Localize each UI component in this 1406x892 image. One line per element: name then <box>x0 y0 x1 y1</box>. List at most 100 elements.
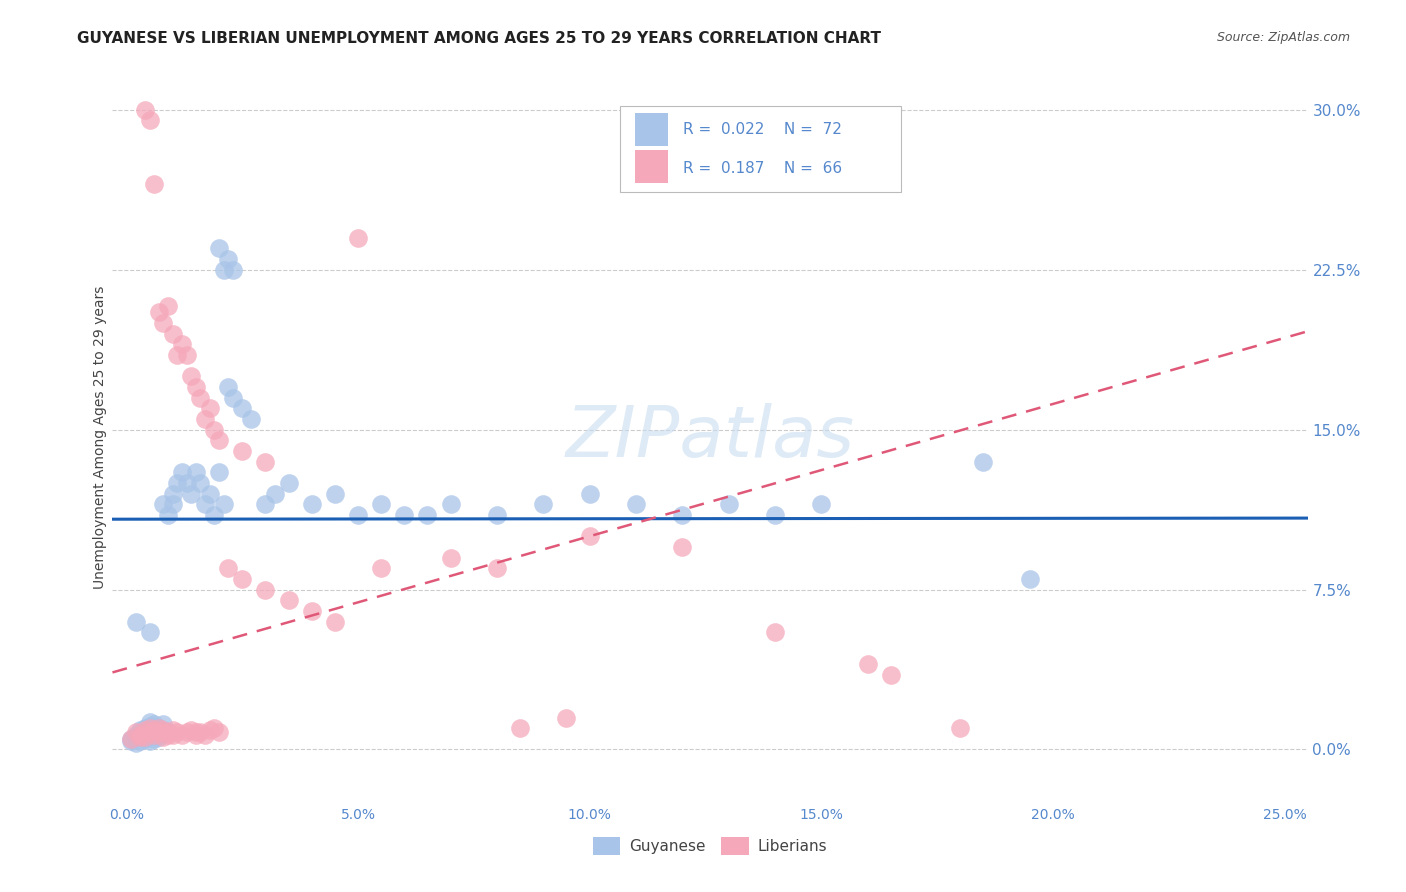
Point <box>129 723 152 738</box>
Point <box>254 454 277 468</box>
Point <box>180 486 202 500</box>
Point <box>138 730 160 744</box>
Point <box>202 721 225 735</box>
FancyBboxPatch shape <box>634 113 668 146</box>
Point <box>162 727 184 741</box>
Point <box>134 725 156 739</box>
Point <box>856 657 879 672</box>
Point <box>198 401 221 416</box>
Point <box>347 230 370 244</box>
Point <box>157 508 180 522</box>
Point <box>231 401 253 416</box>
Point <box>166 475 188 490</box>
Text: ZIPatlas: ZIPatlas <box>565 402 855 472</box>
Point <box>157 299 180 313</box>
Point <box>240 412 263 426</box>
Point <box>485 561 508 575</box>
Point <box>370 497 392 511</box>
Point <box>184 465 207 479</box>
Point <box>176 475 198 490</box>
Point <box>222 262 245 277</box>
Point <box>440 497 463 511</box>
Point <box>170 337 193 351</box>
Point <box>231 572 253 586</box>
Point <box>671 508 693 522</box>
Point <box>129 730 152 744</box>
Point <box>148 721 170 735</box>
Point <box>254 497 277 511</box>
Point <box>208 725 231 739</box>
Point <box>124 725 146 739</box>
Point <box>143 731 166 746</box>
Point <box>143 725 166 739</box>
Point <box>624 497 647 511</box>
Point <box>170 727 193 741</box>
Point <box>134 723 156 738</box>
FancyBboxPatch shape <box>620 106 901 192</box>
Point <box>190 725 212 739</box>
Point <box>763 625 786 640</box>
Point <box>208 434 231 448</box>
Point <box>198 486 221 500</box>
Point <box>124 730 146 744</box>
Point <box>578 486 600 500</box>
Point <box>120 734 142 748</box>
Point <box>162 497 184 511</box>
Point <box>138 734 160 748</box>
Point <box>120 731 142 746</box>
Point <box>166 348 188 362</box>
Point <box>208 241 231 255</box>
Point <box>509 721 531 735</box>
Point <box>277 475 299 490</box>
Point <box>263 486 285 500</box>
Point <box>578 529 600 543</box>
Point <box>152 497 174 511</box>
Point <box>124 615 146 629</box>
Point <box>134 730 156 744</box>
Point <box>231 444 253 458</box>
Point <box>124 736 146 750</box>
Point <box>143 727 166 741</box>
Point <box>129 725 152 739</box>
Point <box>222 391 245 405</box>
Y-axis label: Unemployment Among Ages 25 to 29 years: Unemployment Among Ages 25 to 29 years <box>93 285 107 589</box>
Point <box>717 497 740 511</box>
Point <box>347 508 370 522</box>
Text: GUYANESE VS LIBERIAN UNEMPLOYMENT AMONG AGES 25 TO 29 YEARS CORRELATION CHART: GUYANESE VS LIBERIAN UNEMPLOYMENT AMONG … <box>77 31 882 46</box>
Point <box>138 714 160 729</box>
Point <box>190 391 212 405</box>
Point <box>138 721 160 735</box>
Legend: Guyanese, Liberians: Guyanese, Liberians <box>586 831 834 861</box>
Point <box>120 731 142 746</box>
Point <box>148 721 170 735</box>
Point <box>202 423 225 437</box>
Point <box>184 725 207 739</box>
Point <box>152 723 174 738</box>
Point <box>323 615 346 629</box>
Point <box>152 730 174 744</box>
Point <box>143 723 166 738</box>
Point <box>134 721 156 735</box>
Point <box>301 497 323 511</box>
Point <box>440 550 463 565</box>
Point <box>157 725 180 739</box>
Point <box>212 497 235 511</box>
Point <box>134 103 156 117</box>
Point <box>184 727 207 741</box>
Point <box>194 497 217 511</box>
Point <box>370 561 392 575</box>
Point <box>531 497 554 511</box>
FancyBboxPatch shape <box>634 151 668 183</box>
Point <box>972 454 994 468</box>
Point <box>879 668 901 682</box>
Point <box>180 723 202 738</box>
Point <box>148 725 170 739</box>
Text: R =  0.022    N =  72: R = 0.022 N = 72 <box>682 122 841 137</box>
Point <box>124 727 146 741</box>
Point <box>323 486 346 500</box>
Point <box>170 465 193 479</box>
Point <box>208 465 231 479</box>
Point <box>138 723 160 738</box>
Point <box>810 497 832 511</box>
Point <box>129 727 152 741</box>
